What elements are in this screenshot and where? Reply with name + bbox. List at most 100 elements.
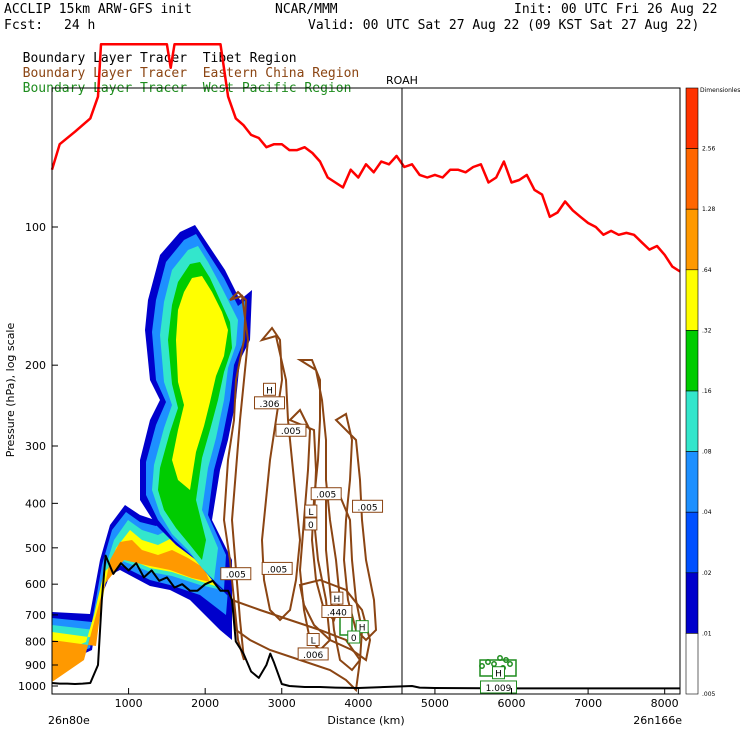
y-tick-label: 1000 bbox=[18, 680, 46, 693]
contour-label: H bbox=[495, 670, 502, 680]
contour-label-box bbox=[321, 604, 353, 618]
contour-labels: H.306.005.005.005L0.005.005H.440L.006H0H… bbox=[220, 382, 517, 694]
contour-label: H bbox=[334, 595, 341, 605]
contour-label-box bbox=[254, 396, 286, 410]
west-pacific-contour-ring bbox=[507, 661, 513, 667]
colorbar-segment bbox=[685, 633, 699, 695]
tracer-shade-upper-yellow bbox=[172, 276, 228, 490]
marker-label: ROAH bbox=[386, 74, 418, 87]
colorbar-level-label: .04 bbox=[702, 509, 712, 516]
contour-label: .306 bbox=[259, 400, 279, 410]
contour-label-box bbox=[355, 620, 369, 634]
terrain-line bbox=[51, 554, 680, 690]
x-right-label: 26n166e bbox=[633, 714, 682, 727]
contour-label: .005 bbox=[316, 491, 336, 501]
x-tick-label: 6000 bbox=[498, 697, 526, 710]
plot-frame bbox=[51, 87, 681, 695]
x-left-label: 26n80e bbox=[48, 714, 90, 727]
x-tick-label: 8000 bbox=[651, 697, 679, 710]
west-pacific-contour-ring bbox=[503, 657, 509, 663]
eastern-china-contour bbox=[259, 326, 302, 622]
colorbar-segment bbox=[685, 572, 699, 634]
y-tick-label: 300 bbox=[25, 440, 46, 453]
colorbar-segment bbox=[685, 451, 699, 513]
west-pacific-contour-ring bbox=[491, 661, 497, 667]
y-tick-label: 700 bbox=[25, 609, 46, 622]
colorbar: Dimensionless 2.56 1.28 .64 .32 .16 .08 .04 .02.… bbox=[685, 87, 740, 698]
contour-label-box bbox=[352, 499, 384, 513]
contour-label: 1.009 bbox=[486, 684, 512, 694]
y-tick-label: 100 bbox=[25, 221, 46, 234]
y-tick-label: 800 bbox=[25, 636, 46, 649]
contour-label-box bbox=[304, 504, 318, 518]
west-pacific-contour-ring bbox=[479, 663, 485, 669]
y-tick-label: 500 bbox=[25, 542, 46, 555]
eastern-china-contour bbox=[230, 598, 362, 693]
contour-label-box bbox=[310, 487, 342, 501]
contour-label: H bbox=[359, 624, 366, 634]
init-time: Init: 00 UTC Fri 26 Aug 22 bbox=[514, 2, 718, 17]
colorbar-level-label: .16 bbox=[702, 388, 712, 395]
y-tick-label: 200 bbox=[25, 359, 46, 372]
line-layer bbox=[50, 43, 681, 694]
colorbar-segment bbox=[685, 269, 699, 331]
eastern-china-contour bbox=[298, 578, 372, 662]
colorbar-segment bbox=[685, 511, 699, 574]
contour-label-box bbox=[304, 517, 318, 531]
y-tick-label: 600 bbox=[25, 578, 46, 591]
legend-tibet-name: Boundary Layer Tracer bbox=[22, 51, 188, 66]
west-pacific-contour-ring bbox=[485, 659, 491, 665]
x-axis-title: Distance (km) bbox=[327, 714, 404, 727]
colorbar-level-label: .08 bbox=[702, 449, 712, 456]
y-axis-ticks: 100 200 300 400 500 600 700 800 900 1000 bbox=[18, 221, 58, 693]
contour-label-box bbox=[263, 382, 277, 396]
x-tick-label: 2000 bbox=[191, 697, 219, 710]
x-tick-label: 1000 bbox=[115, 697, 143, 710]
contour-label-box bbox=[306, 633, 320, 647]
colorbar-segment bbox=[685, 148, 699, 210]
tracer-shading bbox=[52, 225, 252, 682]
colorbar-level-label: 1.28 bbox=[702, 206, 716, 213]
contour-label-box bbox=[297, 647, 329, 661]
contour-label: L bbox=[308, 508, 313, 518]
contour-label: 0 bbox=[351, 634, 357, 644]
contour-label-box bbox=[491, 666, 505, 680]
valid-time: Valid: 00 UTC Sat 27 Aug 22 (09 KST Sat … bbox=[308, 18, 700, 33]
contour-label-box bbox=[330, 591, 344, 605]
contour-label: .440 bbox=[327, 608, 347, 618]
legend-entry-eastern-china: Boundary Layer Tracer Eastern China Regi… bbox=[7, 51, 360, 81]
contour-label: 0 bbox=[308, 521, 314, 531]
x-axis-ticks: 1000 2000 3000 4000 5000 6000 7000 8000 bbox=[115, 688, 679, 710]
colorbar-segment bbox=[685, 208, 699, 271]
eastern-china-contours bbox=[222, 290, 378, 693]
colorbar-title: Dimensionless bbox=[700, 87, 740, 94]
contour-label: .005 bbox=[267, 565, 287, 575]
colorbar-level-label: .64 bbox=[702, 267, 712, 274]
contour-label: .006 bbox=[303, 651, 323, 661]
contour-label-box bbox=[347, 630, 361, 644]
x-tick-label: 7000 bbox=[574, 697, 602, 710]
forecast-hour: 24 h bbox=[64, 18, 96, 33]
contour-label: L bbox=[311, 637, 316, 647]
colorbar-level-label: .02 bbox=[702, 570, 712, 577]
model-title: ACCLIP 15km ARW-GFS init bbox=[4, 2, 192, 17]
y-axis-title: Pressure (hPa), log scale bbox=[4, 323, 17, 458]
contour-label-box bbox=[220, 567, 252, 581]
legend-eastern-china-name: Boundary Layer Tracer bbox=[22, 66, 188, 81]
colorbar-level-label: .01 bbox=[702, 630, 712, 637]
contour-label-box bbox=[275, 423, 307, 437]
eastern-china-contour bbox=[222, 290, 250, 661]
contour-label: .005 bbox=[281, 427, 301, 437]
colorbar-level-label: .005 bbox=[702, 691, 716, 698]
contour-label: .005 bbox=[358, 503, 378, 513]
contour-label-box bbox=[261, 561, 293, 575]
colorbar-segment bbox=[685, 87, 699, 149]
legend-eastern-china-region: Eastern China Region bbox=[202, 66, 360, 81]
colorbar-segment bbox=[685, 330, 699, 392]
forecast-label: Fcst: bbox=[4, 18, 44, 33]
tropopause-line bbox=[50, 43, 681, 273]
contour-label: .005 bbox=[226, 571, 246, 581]
center-label: NCAR/MMM bbox=[275, 2, 338, 17]
west-pacific-contour-ring bbox=[497, 655, 503, 661]
